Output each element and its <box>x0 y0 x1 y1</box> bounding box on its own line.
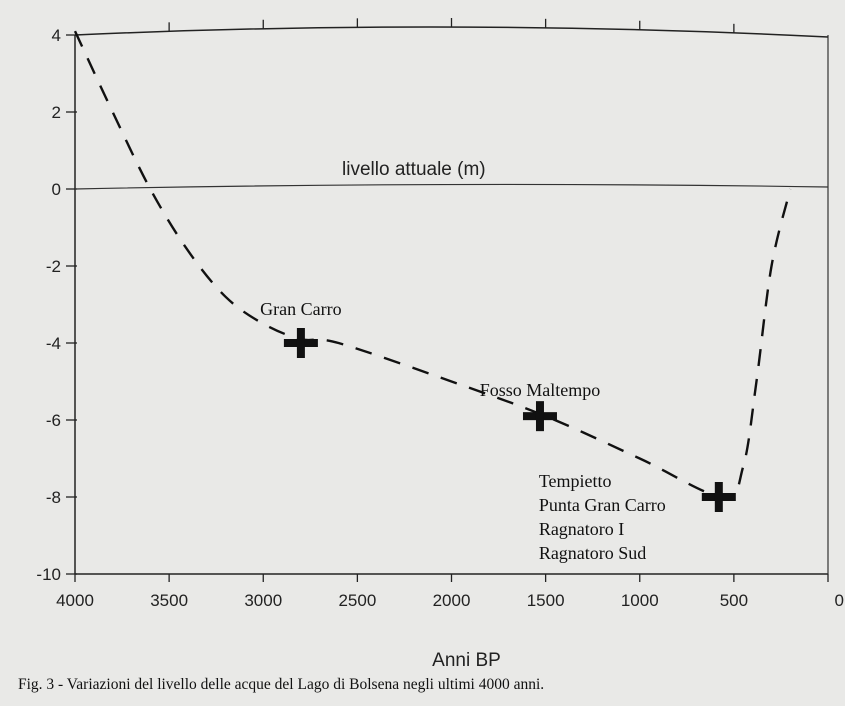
site-marker <box>296 328 305 358</box>
x-tick-label: 4000 <box>56 591 94 610</box>
figure-caption: Fig. 3 - Variazioni del livello delle ac… <box>18 676 545 693</box>
site-label: Fosso Maltempo <box>480 380 601 400</box>
x-tick-label: 1000 <box>621 591 659 610</box>
site-label: Tempietto <box>539 471 612 491</box>
y-tick-label: -2 <box>46 257 61 276</box>
x-tick-label: 3000 <box>244 591 282 610</box>
site-marker <box>714 482 723 512</box>
y-tick-label: -8 <box>46 488 61 507</box>
lake-level-series-line <box>73 30 792 499</box>
top-frame-line <box>74 26 829 38</box>
y-tick-label: 0 <box>52 180 61 199</box>
y-tick-label: 2 <box>52 103 61 122</box>
site-marker <box>535 401 544 432</box>
site-label: Ragnatoro Sud <box>539 543 647 563</box>
x-tick-label: 500 <box>720 591 748 610</box>
x-tick-label: 1500 <box>527 591 565 610</box>
site-label: Ragnatoro I <box>539 519 624 539</box>
reference-line <box>74 183 829 190</box>
site-label: Gran Carro <box>260 299 341 319</box>
reference-line-label: livello attuale (m) <box>342 159 486 180</box>
x-tick-label: 2500 <box>338 591 376 610</box>
x-tick-label: 3500 <box>150 591 188 610</box>
x-tick-label: 0 <box>835 591 844 610</box>
x-tick-label: 2000 <box>433 591 471 610</box>
x-axis-title: Anni BP <box>432 650 501 671</box>
y-tick-label: -10 <box>36 565 61 584</box>
y-tick-label: 4 <box>52 26 61 45</box>
site-label: Punta Gran Carro <box>539 495 666 515</box>
y-tick-label: -6 <box>46 411 61 430</box>
y-tick-label: -4 <box>46 334 61 353</box>
